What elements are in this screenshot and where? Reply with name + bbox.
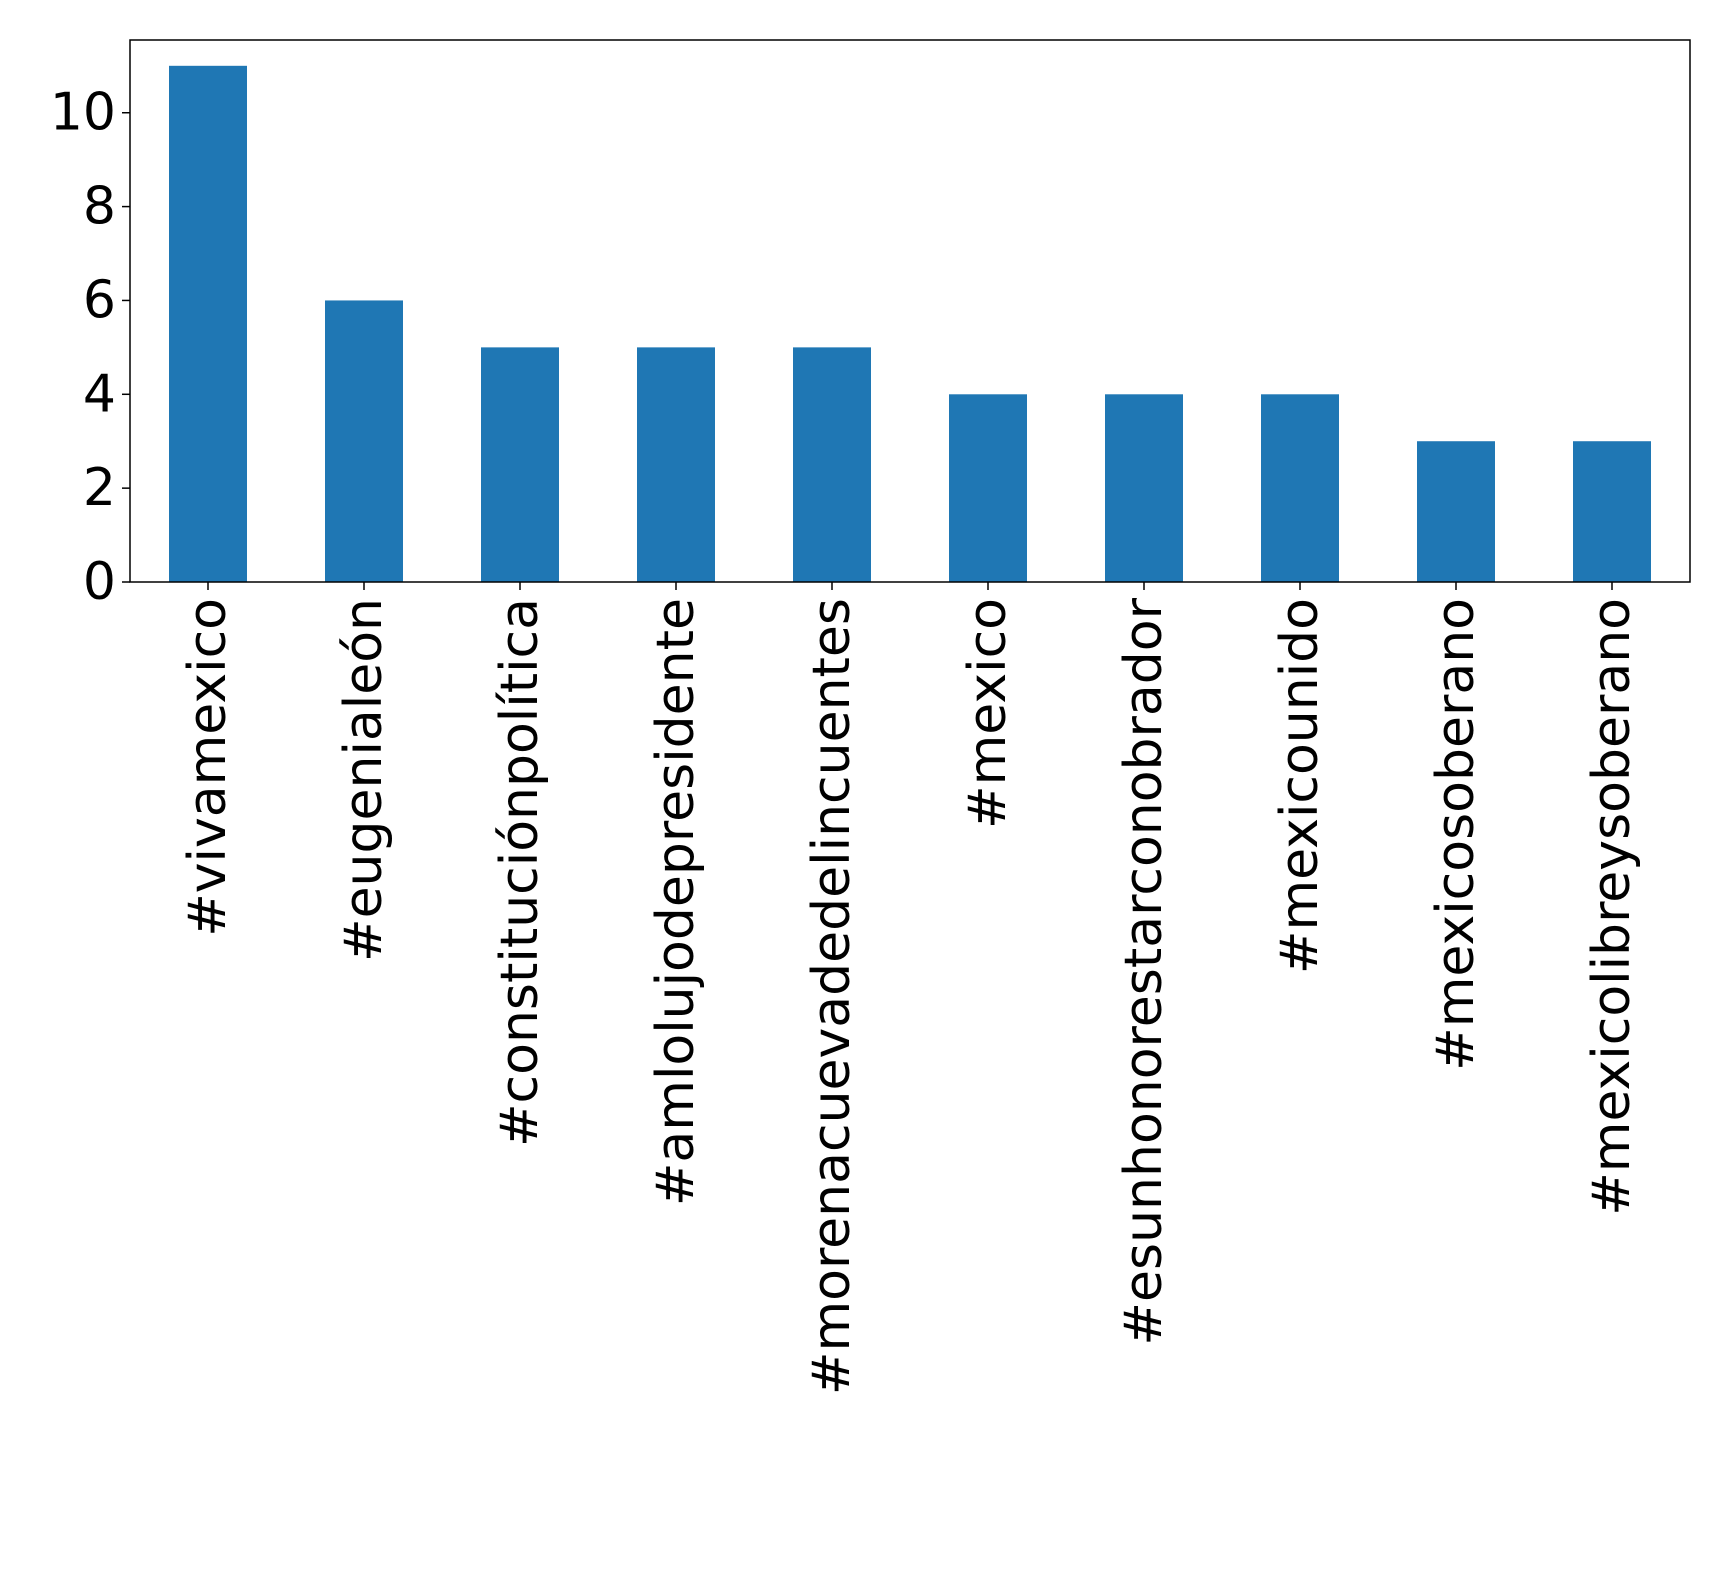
x-tick-label: #mexicounido	[1270, 598, 1330, 974]
y-tick-label: 10	[50, 83, 116, 143]
bar-5	[793, 347, 871, 582]
y-tick-label: 6	[83, 270, 116, 330]
x-tick-label: #vivamexico	[178, 598, 238, 937]
bar-7	[1105, 394, 1183, 582]
x-tick-label: #morenacuevadedelincuentes	[802, 598, 862, 1395]
bar-2	[325, 300, 403, 582]
x-tick-label: #mexicosoberano	[1426, 598, 1486, 1071]
plot-area-frame	[129, 39, 1691, 583]
x-tick-label: #constituciónpolítica	[490, 598, 550, 1147]
y-tick-label: 8	[83, 177, 116, 237]
x-tick-label: #mexicolibreysoberano	[1582, 598, 1642, 1216]
bar-10	[1573, 441, 1651, 582]
x-axis: #vivamexico #eugenialeón #constituciónpolí…	[178, 582, 1642, 1395]
bar-6	[949, 394, 1027, 582]
y-tick-label: 4	[83, 364, 116, 424]
y-tick-label: 2	[83, 458, 116, 518]
bar-3	[481, 347, 559, 582]
y-tick-label: 0	[83, 552, 116, 612]
bar-1	[169, 65, 247, 583]
bars-group	[169, 65, 1651, 583]
bar-9	[1417, 441, 1495, 582]
x-tick-label: #amlolujodepresidente	[646, 598, 706, 1206]
y-axis: 0 2 4 6 8 10	[50, 83, 130, 612]
x-tick-label: #eugenialeón	[334, 598, 394, 962]
x-tick-label: #esunhonorestarconobrador	[1114, 597, 1174, 1345]
bar-4	[637, 347, 715, 582]
bar-8	[1261, 394, 1339, 582]
x-tick-label: #mexico	[958, 598, 1018, 829]
